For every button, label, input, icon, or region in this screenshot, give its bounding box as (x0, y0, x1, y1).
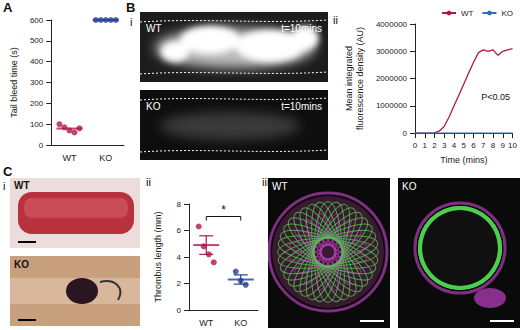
html-text:iii: iii (262, 176, 270, 188)
html-text:ii: ii (333, 14, 338, 26)
svg-text:fluorescence density (AU): fluorescence density (AU) (355, 27, 365, 130)
svg-text:WT: WT (14, 180, 30, 191)
svg-text:200: 200 (30, 99, 44, 108)
svg-text:1: 1 (423, 141, 428, 150)
svg-text:KO: KO (501, 9, 513, 18)
svg-text:KO: KO (402, 181, 417, 192)
svg-text:7: 7 (481, 141, 486, 150)
svg-text:8: 8 (177, 200, 182, 209)
svg-text:P<0.05: P<0.05 (481, 92, 510, 102)
svg-text:KO: KO (14, 259, 29, 270)
svg-text:100: 100 (30, 120, 44, 129)
svg-text:6: 6 (177, 226, 182, 235)
svg-text:2: 2 (177, 279, 182, 288)
svg-text:3000000: 3000000 (376, 47, 408, 56)
svg-text:WT: WT (146, 23, 162, 34)
svg-text:3: 3 (442, 141, 447, 150)
svg-text:KO: KO (99, 153, 112, 163)
svg-text:Mean integrated: Mean integrated (344, 46, 354, 111)
svg-text:KO: KO (234, 318, 247, 328)
svg-text:8: 8 (491, 141, 496, 150)
html-text:A: A (3, 0, 13, 15)
svg-text:0: 0 (39, 141, 44, 150)
svg-text:10: 10 (508, 141, 517, 150)
svg-text:WT: WT (461, 9, 474, 18)
svg-text:WT: WT (62, 153, 76, 163)
svg-text:1000000: 1000000 (376, 101, 408, 110)
svg-text:t=10mins: t=10mins (281, 23, 322, 34)
html-text:i: i (3, 180, 6, 192)
svg-text:300: 300 (30, 78, 44, 87)
svg-text:*: * (221, 203, 226, 217)
html-text:i: i (130, 16, 133, 28)
svg-text:600: 600 (30, 16, 44, 25)
svg-text:2: 2 (432, 141, 437, 150)
html-text:B: B (126, 0, 136, 15)
svg-text:400: 400 (30, 57, 44, 66)
svg-text:6: 6 (471, 141, 476, 150)
svg-text:WT: WT (199, 318, 213, 328)
svg-text:Time (mins): Time (mins) (440, 155, 487, 165)
svg-text:0: 0 (177, 306, 182, 315)
svg-text:Thrombus length (mm): Thrombus length (mm) (153, 211, 163, 302)
svg-text:t=10mins: t=10mins (281, 101, 322, 112)
html-text:C: C (3, 164, 13, 179)
svg-text:0: 0 (413, 141, 418, 150)
svg-text:Tail bleed time (s): Tail bleed time (s) (9, 47, 19, 118)
svg-text:0: 0 (403, 129, 408, 138)
html-text:ii: ii (146, 176, 151, 188)
svg-text:4: 4 (452, 141, 457, 150)
svg-text:5: 5 (462, 141, 467, 150)
svg-text:4: 4 (177, 253, 182, 262)
svg-text:4000000: 4000000 (376, 20, 408, 29)
svg-text:KO: KO (146, 101, 161, 112)
svg-text:500: 500 (30, 36, 44, 45)
svg-text:2000000: 2000000 (376, 74, 408, 83)
svg-text:WT: WT (272, 181, 288, 192)
svg-text:9: 9 (501, 141, 506, 150)
